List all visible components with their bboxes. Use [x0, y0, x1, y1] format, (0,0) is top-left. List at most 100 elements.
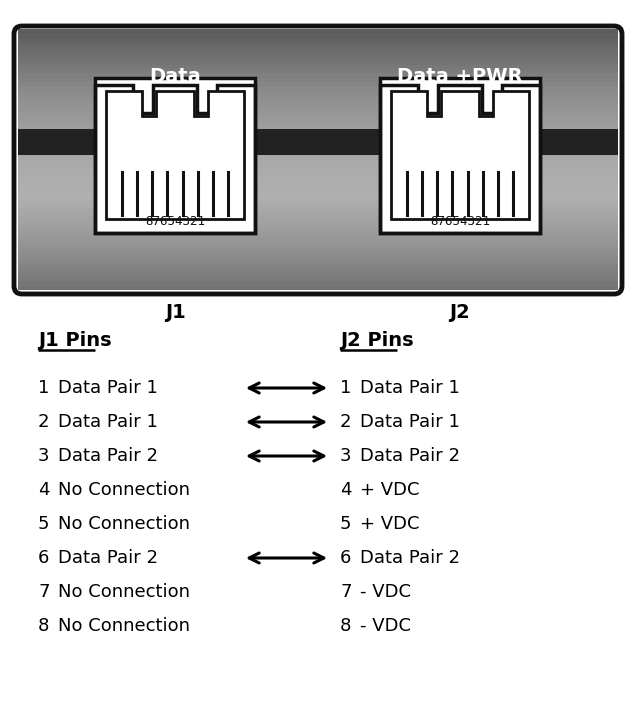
- Text: J1 Pins: J1 Pins: [38, 331, 112, 350]
- Text: - VDC: - VDC: [360, 583, 411, 601]
- Bar: [18, 63, 618, 69]
- Bar: [18, 207, 618, 212]
- Bar: [18, 224, 618, 230]
- Polygon shape: [95, 85, 255, 233]
- Bar: [18, 103, 618, 108]
- Bar: [18, 172, 618, 177]
- Bar: [380, 78, 540, 233]
- Bar: [18, 267, 618, 273]
- Bar: [18, 254, 618, 260]
- Text: No Connection: No Connection: [58, 481, 190, 499]
- Bar: [18, 215, 618, 220]
- Bar: [18, 112, 618, 117]
- Text: No Connection: No Connection: [58, 515, 190, 533]
- Bar: [18, 142, 618, 147]
- Bar: [18, 129, 618, 155]
- Text: 1: 1: [38, 379, 49, 397]
- Bar: [18, 241, 618, 247]
- Text: 3: 3: [340, 447, 352, 465]
- Text: 4: 4: [340, 481, 352, 499]
- Text: 4: 4: [38, 481, 50, 499]
- Text: Data +PWR: Data +PWR: [397, 67, 523, 86]
- Bar: [18, 258, 618, 264]
- Bar: [18, 146, 618, 151]
- Text: 5: 5: [340, 515, 352, 533]
- Bar: [18, 228, 618, 234]
- Bar: [18, 185, 618, 190]
- Bar: [18, 150, 618, 156]
- Bar: [18, 198, 618, 203]
- Text: 7: 7: [340, 583, 352, 601]
- Text: J1: J1: [165, 302, 186, 322]
- Text: Data Pair 1: Data Pair 1: [58, 413, 158, 431]
- Text: 5: 5: [38, 515, 50, 533]
- Bar: [18, 81, 618, 86]
- Text: Data Pair 1: Data Pair 1: [58, 379, 158, 397]
- Bar: [18, 42, 618, 48]
- Bar: [18, 246, 618, 251]
- Bar: [18, 37, 618, 43]
- Bar: [18, 168, 618, 173]
- Bar: [18, 94, 618, 99]
- Bar: [18, 120, 618, 125]
- Bar: [18, 133, 618, 138]
- Text: + VDC: + VDC: [360, 481, 420, 499]
- Text: 7: 7: [38, 583, 50, 601]
- Polygon shape: [380, 85, 540, 233]
- Text: 87654321: 87654321: [430, 215, 490, 228]
- Text: Data Pair 1: Data Pair 1: [360, 379, 460, 397]
- Bar: [18, 189, 618, 194]
- Text: Data Pair 2: Data Pair 2: [58, 549, 158, 567]
- Bar: [18, 68, 618, 73]
- Bar: [18, 202, 618, 207]
- Bar: [18, 125, 618, 130]
- Bar: [18, 163, 618, 168]
- Bar: [18, 50, 618, 56]
- Bar: [18, 263, 618, 269]
- Bar: [95, 78, 255, 233]
- Text: Data Pair 2: Data Pair 2: [360, 549, 460, 567]
- Text: 2: 2: [38, 413, 50, 431]
- Text: No Connection: No Connection: [58, 583, 190, 601]
- Text: J2: J2: [450, 302, 470, 322]
- Bar: [18, 99, 618, 104]
- Bar: [18, 271, 618, 277]
- Bar: [18, 155, 618, 160]
- Bar: [18, 211, 618, 216]
- Text: 2: 2: [340, 413, 352, 431]
- Bar: [380, 78, 540, 233]
- Text: Data Pair 1: Data Pair 1: [360, 413, 460, 431]
- Bar: [18, 284, 618, 290]
- Text: 87654321: 87654321: [145, 215, 205, 228]
- Bar: [18, 276, 618, 282]
- Text: + VDC: + VDC: [360, 515, 420, 533]
- Bar: [18, 159, 618, 164]
- Bar: [18, 220, 618, 225]
- Text: J2 Pins: J2 Pins: [340, 331, 413, 350]
- Text: Data Pair 2: Data Pair 2: [58, 447, 158, 465]
- Bar: [95, 78, 255, 233]
- Bar: [18, 90, 618, 95]
- Text: 1: 1: [340, 379, 352, 397]
- Text: 6: 6: [340, 549, 352, 567]
- Bar: [18, 116, 618, 121]
- Bar: [18, 176, 618, 181]
- Polygon shape: [391, 91, 529, 219]
- Bar: [18, 233, 618, 238]
- Bar: [18, 129, 618, 134]
- Text: 3: 3: [38, 447, 50, 465]
- Bar: [18, 76, 618, 82]
- Bar: [18, 29, 618, 35]
- Bar: [18, 86, 618, 91]
- Text: - VDC: - VDC: [360, 617, 411, 635]
- Bar: [18, 138, 618, 143]
- Polygon shape: [106, 91, 244, 219]
- Text: 8: 8: [340, 617, 352, 635]
- Bar: [18, 55, 618, 60]
- Bar: [18, 107, 618, 112]
- Text: 8: 8: [38, 617, 49, 635]
- Text: Data: Data: [149, 67, 201, 86]
- Bar: [18, 72, 618, 78]
- Bar: [18, 194, 618, 199]
- Text: No Connection: No Connection: [58, 617, 190, 635]
